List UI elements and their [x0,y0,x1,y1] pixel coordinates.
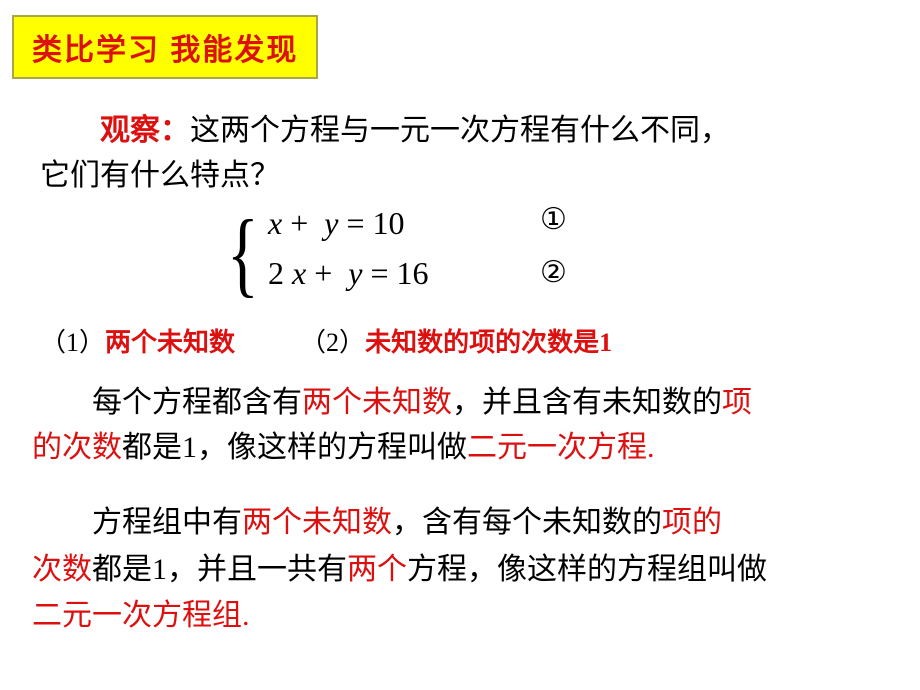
eq1-plus: + [282,205,316,241]
d1-r3: 的次数 [32,431,122,464]
d1-r2: 项 [722,386,752,419]
obs-text2: 它们有什么特点？ [40,159,280,192]
d2-t3: 都是1，并且一共有 [92,553,347,586]
eq2-y: y [348,255,362,291]
d2-r4: 两个 [347,553,407,586]
eq2-rhs: 16 [397,255,429,291]
d1-r4: 二元一次方程. [467,431,655,464]
d2-t1: 方程组中有 [32,506,242,539]
eq1-y: y [324,205,338,241]
d1-t3: 都是1，像这样的方程叫做 [122,431,467,464]
p2-text: 未知数的项的次数是1 [365,328,612,357]
points-gap [235,328,313,357]
eq2-coef: 2 [268,255,284,291]
d1-t2: ，并且含有未知数的 [452,386,722,419]
definition-1: 每个方程都含有两个未知数，并且含有未知数的项的次数都是1，像这样的方程叫做二元一… [32,380,892,470]
d1-r1: 两个未知数 [302,386,452,419]
eq2-x: x [292,255,306,291]
d2-r5: 二元一次方程组. [32,599,250,632]
d2-r3: 次数 [32,553,92,586]
eq1-rhs: 10 [373,205,405,241]
points-row: （1）两个未知数 （2）未知数的项的次数是1 [40,322,612,359]
eq2-plus: + [306,255,340,291]
obs-label: 观察： [100,114,190,147]
header-box: 类比学习 我能发现 [12,15,318,79]
observation-block: 观察：这两个方程与一元一次方程有什么不同， 它们有什么特点？ [40,108,890,208]
p2-label: （2） [313,328,365,357]
circle-2-mark: ② [540,255,567,290]
d2-t2: ，含有每个未知数的 [392,506,662,539]
eq1-eq: = [338,205,372,241]
p1-label: （1） [40,328,105,357]
eq1-x: x [268,205,282,241]
d1-t1: 每个方程都含有 [32,386,302,419]
d2-r1: 两个未知数 [242,506,392,539]
p1-text: 两个未知数 [105,328,235,357]
brace-icon: { [227,198,259,308]
d2-r2: 项的 [662,506,722,539]
equation-2: 2 x + y = 16 [268,255,429,292]
obs-text1: 这两个方程与一元一次方程有什么不同， [190,114,730,147]
observation-para: 观察：这两个方程与一元一次方程有什么不同， 它们有什么特点？ [40,108,890,198]
equation-1: x + y = 10 [268,205,405,242]
eq2-eq: = [362,255,396,291]
definition-2: 方程组中有两个未知数，含有每个未知数的项的次数都是1，并且一共有两个方程，像这样… [32,500,892,640]
header-title: 类比学习 我能发现 [32,34,298,67]
d2-t4: 方程，像这样的方程组叫做 [407,553,767,586]
circle-1-mark: ① [540,202,567,237]
